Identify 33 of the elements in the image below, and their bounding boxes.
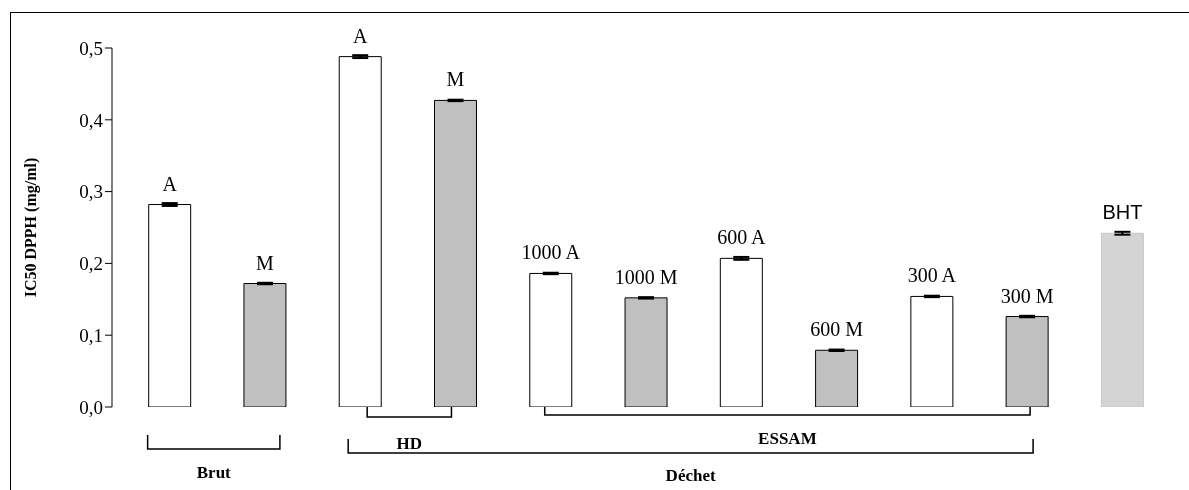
bar (624, 297, 668, 407)
bar (243, 283, 287, 407)
bar (529, 272, 573, 407)
x-tick-label: 600 A (717, 226, 767, 249)
bar (719, 257, 763, 407)
bar (910, 295, 954, 407)
text: ESSAM (758, 429, 817, 448)
x-tick-label: 1000 A (521, 241, 581, 264)
x-tick-label: M (446, 68, 465, 91)
x-tick-label: 600 M (810, 318, 864, 341)
bar (148, 204, 192, 407)
y-axis-title: IC50 DPPH (mg/ml) (21, 157, 40, 298)
x-tick-label: BHT (1102, 201, 1143, 224)
x-tick-label: 300 A (907, 264, 957, 287)
bar (433, 99, 477, 407)
y-tick-label: 0,2 (79, 253, 103, 275)
bar (1100, 232, 1144, 407)
y-tick-label: 0,5 (79, 37, 103, 59)
text: Déchet (665, 466, 716, 485)
x-tick-label: M (256, 251, 275, 274)
x-tick-label: A (353, 24, 368, 47)
text: Brut (196, 463, 232, 482)
y-tick-label: 0,4 (79, 109, 104, 131)
bar (815, 349, 859, 407)
y-tick-label: 0,3 (79, 181, 103, 203)
bar (338, 56, 382, 407)
x-tick-label: 1000 M (614, 265, 678, 288)
bar (1005, 316, 1049, 407)
text: HD (396, 434, 423, 453)
x-tick-label: 300 M (1000, 284, 1054, 307)
x-tick-label: A (162, 172, 178, 195)
y-tick-label: 0,1 (79, 324, 103, 346)
y-tick-label: 0,0 (79, 396, 103, 418)
